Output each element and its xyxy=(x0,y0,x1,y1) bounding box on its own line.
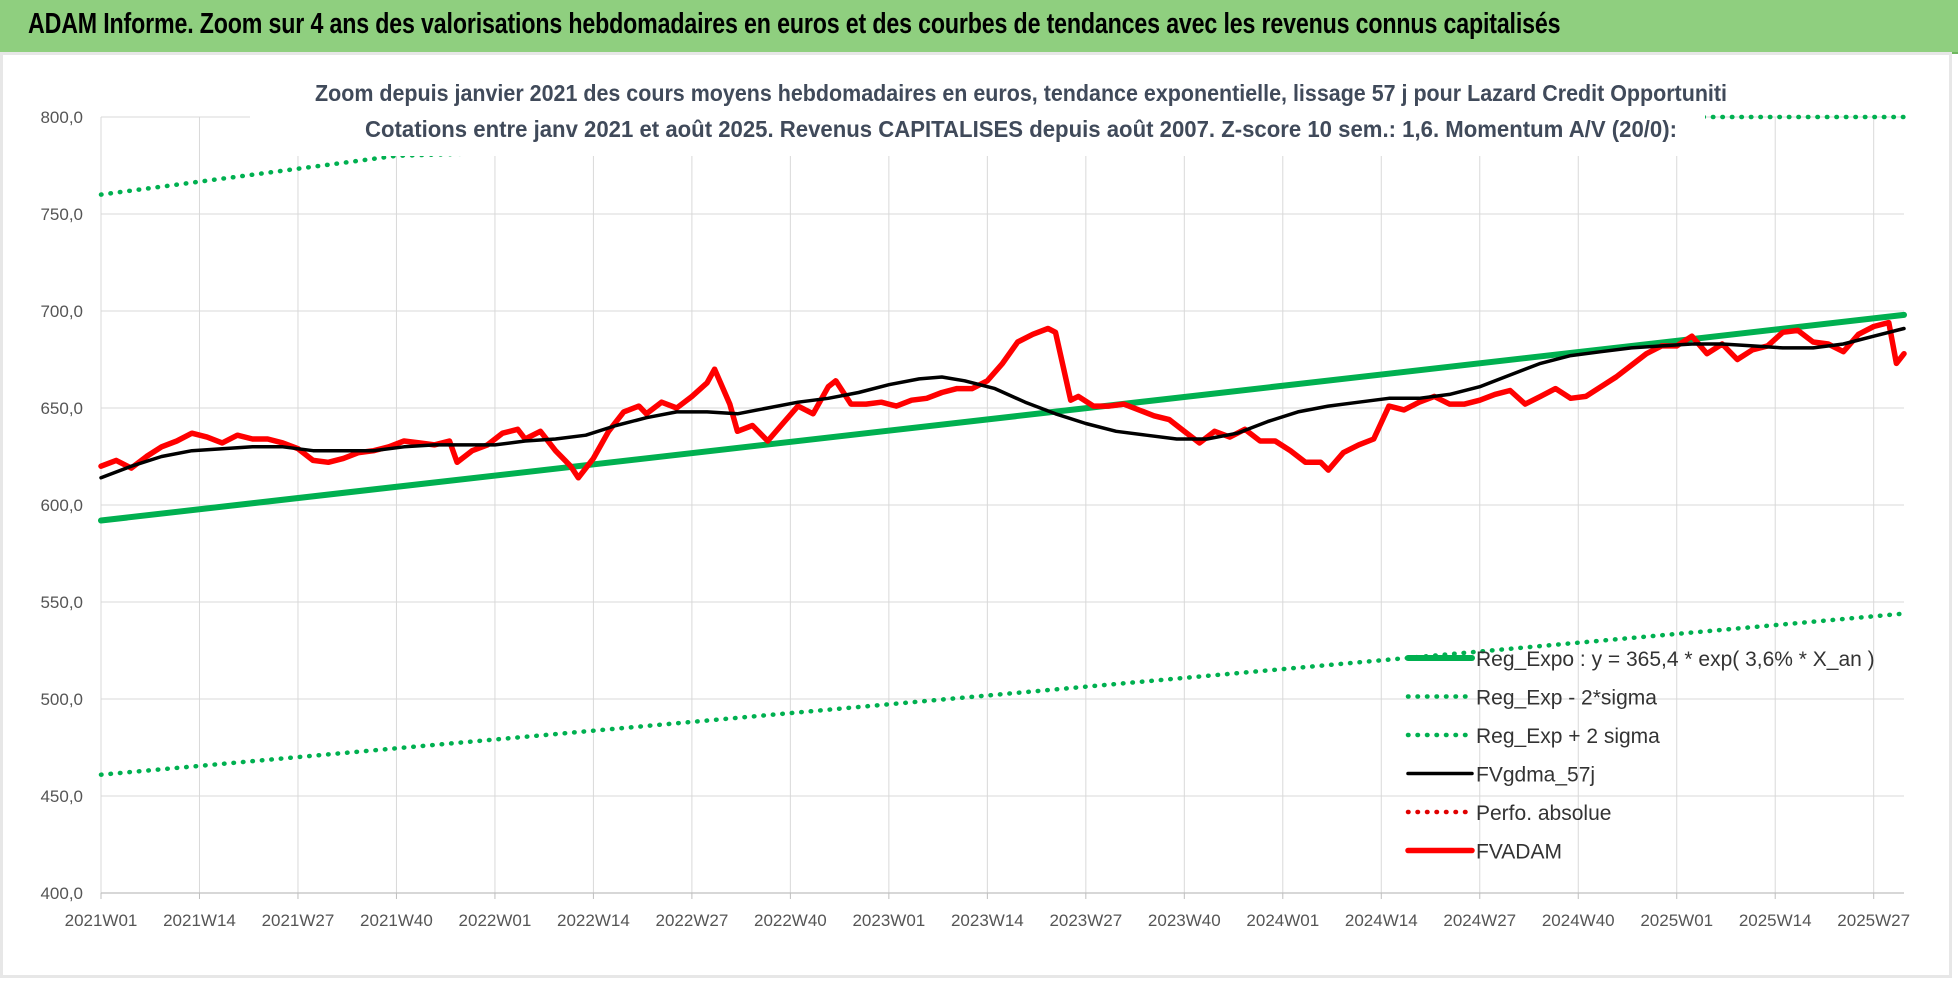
x-tick-label: 2023W40 xyxy=(1148,911,1221,930)
chart-subtitle: Zoom depuis janvier 2021 des cours moyen… xyxy=(250,76,1727,156)
legend-label: Reg_Expo : y = 365,4 * exp( 3,6% * X_an … xyxy=(1476,648,1875,671)
y-tick-label: 450,0 xyxy=(40,787,83,806)
y-tick-label: 600,0 xyxy=(40,496,83,515)
x-tick-label: 2022W01 xyxy=(459,911,532,930)
x-tick-label: 2023W01 xyxy=(852,911,925,930)
legend-label: FVgdma_57j xyxy=(1476,764,1595,787)
y-tick-label: 800,0 xyxy=(40,108,83,127)
x-tick-label: 2025W27 xyxy=(1837,911,1910,930)
y-tick-label: 650,0 xyxy=(40,399,83,418)
x-tick-label: 2025W01 xyxy=(1640,911,1713,930)
x-tick-label: 2024W01 xyxy=(1246,911,1319,930)
x-axis-ticks: 2021W01 2021W14 2021W27 2021W40 2022W01 2022W… xyxy=(65,893,1910,930)
x-tick-label: 2021W14 xyxy=(163,911,236,930)
series-line-1 xyxy=(98,611,1907,777)
legend-label: Reg_Exp + 2 sigma xyxy=(1476,725,1660,748)
x-tick-label: 2024W27 xyxy=(1443,911,1516,930)
legend: Reg_Expo : y = 365,4 * exp( 3,6% * X_an … xyxy=(1405,648,1875,864)
y-axis-ticks: 400,0 450,0 500,0 550,0 600,0 650,0 700,0 750,0… xyxy=(40,108,83,903)
grid-lines xyxy=(100,116,1904,894)
series-line-5 xyxy=(98,319,1907,481)
chart-frame xyxy=(0,52,1952,978)
legend-label: Reg_Exp - 2*sigma xyxy=(1476,687,1657,710)
y-tick-label: 500,0 xyxy=(40,690,83,709)
series-line-3 xyxy=(99,326,1906,480)
legend-label: Perfo. absolue xyxy=(1476,802,1611,825)
y-tick-label: 550,0 xyxy=(40,593,83,612)
x-tick-label: 2022W14 xyxy=(557,911,630,930)
header-banner: ADAM Informe. Zoom sur 4 ans des valoris… xyxy=(0,0,1958,54)
x-tick-label: 2022W40 xyxy=(754,911,827,930)
x-tick-label: 2025W14 xyxy=(1739,911,1812,930)
page-title: ADAM Informe. Zoom sur 4 ans des valoris… xyxy=(28,8,1561,40)
y-tick-label: 750,0 xyxy=(40,205,83,224)
series-line-0 xyxy=(98,311,1907,524)
y-tick-label: 700,0 xyxy=(40,302,83,321)
x-tick-label: 2023W27 xyxy=(1049,911,1122,930)
subtitle-line: Zoom depuis janvier 2021 des cours moyen… xyxy=(315,80,1727,106)
y-tick-label: 400,0 xyxy=(40,884,83,903)
x-tick-label: 2024W14 xyxy=(1345,911,1418,930)
legend-label: FVADAM xyxy=(1476,841,1562,864)
x-tick-label: 2021W40 xyxy=(360,911,433,930)
subtitle-background xyxy=(250,76,1705,156)
x-tick-label: 2024W40 xyxy=(1542,911,1615,930)
subtitle-line: Cotations entre janv 2021 et août 2025. … xyxy=(365,116,1677,142)
x-tick-label: 2021W27 xyxy=(262,911,335,930)
x-tick-label: 2023W14 xyxy=(951,911,1024,930)
series-lines xyxy=(98,114,1907,777)
x-tick-label: 2021W01 xyxy=(65,911,138,930)
x-tick-label: 2022W27 xyxy=(656,911,729,930)
